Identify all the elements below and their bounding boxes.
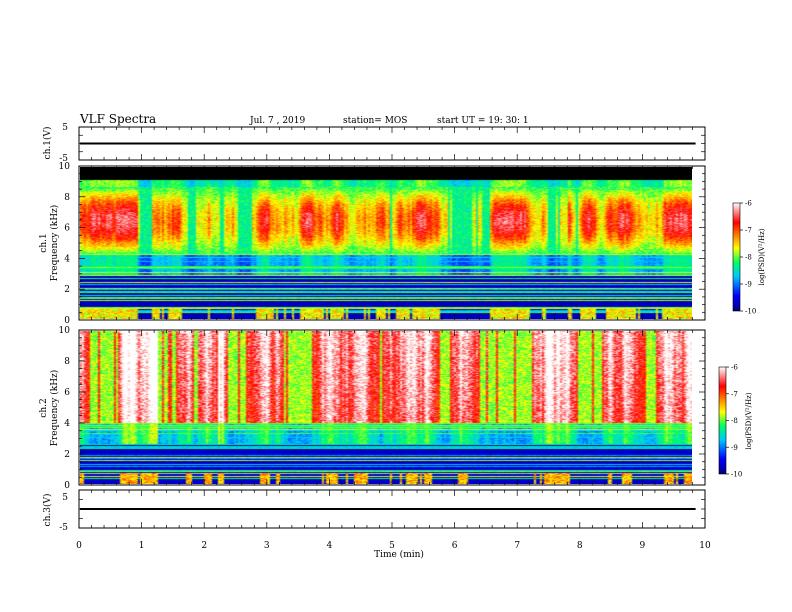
x-tick-label: 8 — [577, 541, 583, 551]
x-tick-label: 0 — [76, 541, 82, 551]
ch1-spectrogram-image — [80, 167, 692, 319]
ch1-voltage-ylabel: ch.1(V) — [42, 127, 53, 160]
ch2-colorbar-ticks: -6 -7 -8 -9 -10 — [726, 364, 742, 479]
colorbar-tick-label: -7 — [745, 227, 752, 235]
colorbar-tick-label: -6 — [745, 200, 752, 208]
y-tick-label: 4 — [64, 419, 70, 429]
x-tick-label: 10 — [699, 541, 711, 551]
ch1-spectrogram-yticks: 0 2 4 6 8 10 — [59, 162, 705, 326]
y-tick-label: 8 — [64, 357, 70, 367]
x-tick-label: 3 — [264, 541, 270, 551]
time-axis-label: Time (min) — [374, 549, 424, 560]
x-tick-label: 6 — [452, 541, 458, 551]
ch3-ytick-top: 5 — [62, 493, 68, 503]
ch2-colorbar: -6 -7 -8 -9 -10 log(PSD)(V²/Hz) — [718, 364, 753, 479]
x-tick-label: 5 — [389, 541, 395, 551]
time-axis-ticks — [78, 126, 706, 529]
ch2-spectrogram-ylabel: Frequency (kHz) — [49, 370, 60, 447]
ch2-spectrogram-panel: ch.2 Frequency (kHz) 0 2 4 6 8 10 — [39, 326, 706, 491]
time-axis-tick-labels: 0 1 2 3 4 5 6 7 8 9 10 — [76, 541, 711, 551]
x-tick-label: 7 — [514, 541, 520, 551]
x-tick-label: 1 — [139, 541, 145, 551]
ch3-voltage-ylabel: ch.3(V) — [42, 494, 53, 527]
x-tick-label: 4 — [327, 541, 333, 551]
x-tick-label: 2 — [201, 541, 207, 551]
colorbar-tick-label: -10 — [731, 471, 742, 479]
x-tick-label: 9 — [640, 541, 646, 551]
ch2-spectrogram-ylabel-channel: ch.2 — [39, 398, 49, 417]
ch1-spectrogram-panel: ch.1 Frequency (kHz) 0 2 4 6 8 10 — [39, 162, 706, 326]
station-label: station= MOS — [343, 116, 407, 126]
colorbar-tick-label: -10 — [745, 308, 756, 316]
ch1-spectrogram-ylabel-channel: ch.1 — [39, 233, 49, 252]
ch3-ytick-bottom: -5 — [59, 523, 68, 533]
y-tick-label: 10 — [59, 326, 71, 336]
colorbar-tick-label: -9 — [731, 444, 738, 452]
y-tick-label: 0 — [64, 481, 70, 491]
ch1-colorbar-label: log(PSD)(V²/Hz) — [758, 228, 766, 285]
colorbar-tick-label: -6 — [731, 364, 738, 372]
ch2-spectrogram-yticks: 0 2 4 6 8 10 — [59, 326, 705, 491]
y-tick-label: 10 — [59, 162, 71, 172]
ch1-colorbar-ticks: -6 -7 -8 -9 -10 — [740, 200, 756, 316]
ch2-spectrogram-image — [80, 331, 692, 484]
colorbar-tick-label: -9 — [745, 281, 752, 289]
ch2-colorbar-scale — [718, 366, 727, 475]
y-tick-label: 2 — [64, 285, 70, 295]
ch1-colorbar: -6 -7 -8 -9 -10 log(PSD)(V²/Hz) — [732, 200, 766, 316]
date-label: Jul. 7 , 2019 — [249, 116, 305, 126]
start-time-label: start UT = 19: 30: 1 — [437, 116, 529, 126]
ch1-spectrogram-ylabel: Frequency (kHz) — [49, 205, 60, 282]
ch1-ytick-top: 5 — [62, 123, 68, 133]
y-tick-label: 6 — [64, 224, 70, 234]
y-tick-label: 0 — [64, 316, 70, 326]
figure-title: VLF Spectra — [79, 112, 156, 126]
ch1-ytick-bottom: -5 — [59, 154, 68, 164]
ch1-colorbar-scale — [732, 202, 741, 312]
colorbar-tick-label: -8 — [731, 417, 738, 425]
colorbar-tick-label: -7 — [731, 390, 738, 398]
y-tick-label: 6 — [64, 388, 70, 398]
y-tick-label: 4 — [64, 254, 70, 264]
colorbar-tick-label: -8 — [745, 254, 752, 262]
y-tick-label: 2 — [64, 450, 70, 460]
ch2-colorbar-label: log(PSD)(V²/Hz) — [745, 392, 753, 449]
y-tick-label: 8 — [64, 193, 70, 203]
